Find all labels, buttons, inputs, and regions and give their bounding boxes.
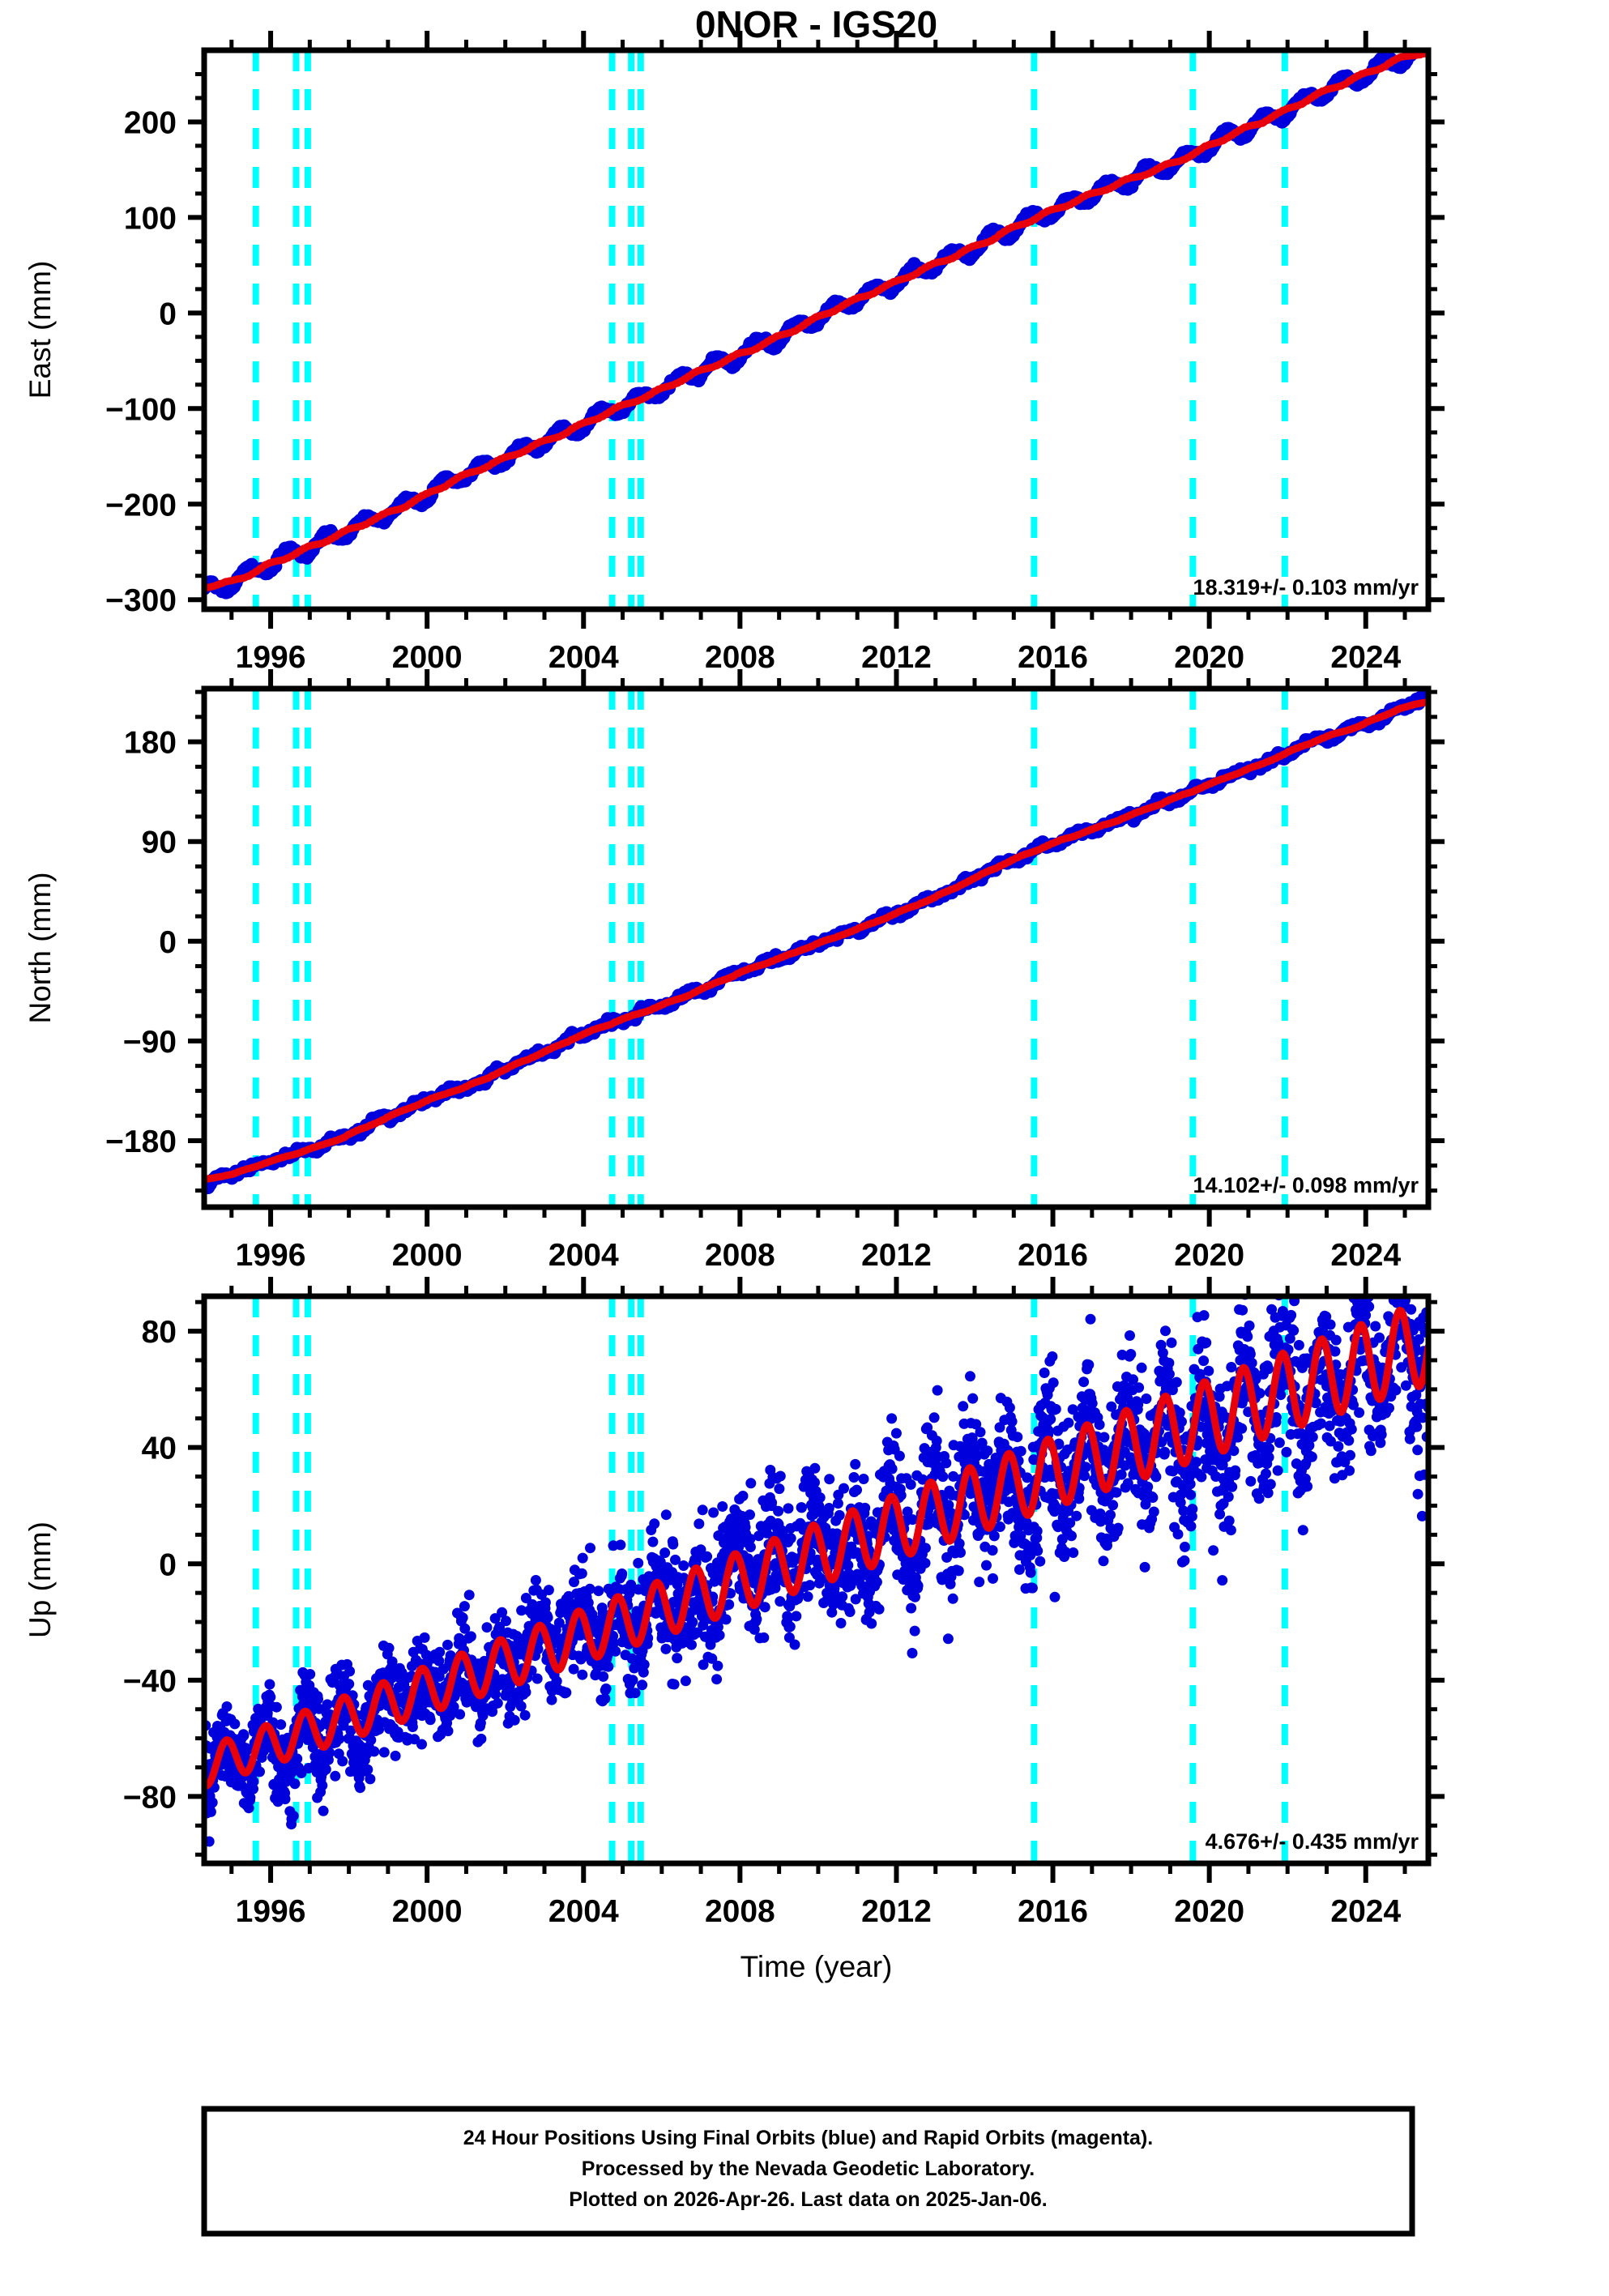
y-tick-label: −200 xyxy=(105,488,177,523)
chart-title: 0NOR - IGS20 xyxy=(695,3,937,45)
plot-area-east xyxy=(204,50,1428,609)
panel-up: 80 40 0 −40 −80 1996 2000 2004 2008 2012 2016 2020 2… xyxy=(0,1272,1609,2090)
y-tick-label: 180 xyxy=(124,726,177,761)
x-tick-label: 2012 xyxy=(861,640,932,672)
x-tick-label: 1996 xyxy=(236,1238,306,1273)
x-tick-label: 2024 xyxy=(1330,1238,1401,1273)
x-axis-label: Time (year) xyxy=(740,1950,893,1983)
y-axis-label-up: Up (mm) xyxy=(23,1521,57,1638)
x-tick-label: 2000 xyxy=(392,1894,463,1929)
y-tick-label: −180 xyxy=(105,1125,177,1159)
y-tick-label: −80 xyxy=(123,1780,177,1815)
x-tick-label: 2020 xyxy=(1174,1894,1244,1929)
plot-area-north xyxy=(204,689,1428,1207)
x-tick-label: 2004 xyxy=(548,1238,619,1273)
x-tick-label: 2012 xyxy=(861,1238,932,1273)
footer-line2: Processed by the Nevada Geodetic Laborat… xyxy=(582,2157,1035,2180)
y-tick-label: −90 xyxy=(123,1025,177,1060)
y-tick-label: 0 xyxy=(159,925,177,960)
x-tick-label: 1996 xyxy=(236,640,306,672)
x-tick-label: 2008 xyxy=(705,1238,775,1273)
x-tick-label: 2008 xyxy=(705,640,775,672)
data-points-up xyxy=(204,1296,1428,1847)
x-tick-label: 2012 xyxy=(861,1894,932,1929)
chart-east: 0NOR - IGS20 200 100 0 −100 −200 −300 1996 2000 2… xyxy=(23,3,1445,672)
y-tick-label: −100 xyxy=(105,392,177,427)
x-tick-label: 2016 xyxy=(1018,1894,1088,1929)
panel-north: 180 90 0 −90 −180 1996 2000 2004 2008 2012 2016 202… xyxy=(0,664,1609,1280)
y-axis-label-east: East (mm) xyxy=(23,261,57,399)
x-tick-label: 2004 xyxy=(548,640,619,672)
y-tick-label: 80 xyxy=(142,1315,177,1350)
x-tick-label: 2024 xyxy=(1330,1894,1401,1929)
x-tick-label: 1996 xyxy=(236,1894,306,1929)
y-tick-label: 90 xyxy=(142,826,177,860)
y-tick-label: 200 xyxy=(124,105,177,140)
rate-annotation-east: 18.319+/- 0.103 mm/yr xyxy=(1193,575,1419,600)
x-tick-label: 2000 xyxy=(392,1238,463,1273)
footer-note-box: 24 Hour Positions Using Final Orbits (bl… xyxy=(201,2106,1415,2237)
y-tick-label: −40 xyxy=(123,1664,177,1699)
x-tick-label: 2004 xyxy=(548,1894,619,1929)
y-tick-label: −300 xyxy=(105,583,177,618)
panel-east: 0NOR - IGS20 200 100 0 −100 −200 −300 1996 2000 2… xyxy=(0,0,1609,672)
y-tick-label: 40 xyxy=(142,1432,177,1466)
x-tick-label: 2024 xyxy=(1330,640,1401,672)
chart-north: 180 90 0 −90 −180 1996 2000 2004 2008 2012 2016 202… xyxy=(23,669,1445,1273)
plot-area-up xyxy=(204,1296,1428,1863)
y-axis-label-north: North (mm) xyxy=(23,872,57,1023)
y-tick-label: 100 xyxy=(124,201,177,236)
x-tick-label: 2020 xyxy=(1174,1238,1244,1273)
model-fit-line-north xyxy=(204,698,1428,1184)
model-fit-line-east xyxy=(204,50,1428,591)
x-tick-label: 2000 xyxy=(392,640,463,672)
rate-annotation-up: 4.676+/- 0.435 mm/yr xyxy=(1206,1829,1419,1854)
chart-up: 80 40 0 −40 −80 1996 2000 2004 2008 2012 2016 2020 2… xyxy=(23,1277,1445,1983)
x-tick-label: 2016 xyxy=(1018,1238,1088,1273)
model-fit-line-up xyxy=(204,1306,1428,1790)
x-tick-label: 2020 xyxy=(1174,640,1244,672)
y-tick-label: 0 xyxy=(159,297,177,331)
footer-line3: Plotted on 2026-Apr-26. Last data on 202… xyxy=(569,2188,1047,2211)
x-tick-label: 2008 xyxy=(705,1894,775,1929)
footer-line1: 24 Hour Positions Using Final Orbits (bl… xyxy=(463,2127,1153,2149)
x-tick-label: 2016 xyxy=(1018,640,1088,672)
footer-box-border xyxy=(201,2106,1415,2237)
rate-annotation-north: 14.102+/- 0.098 mm/yr xyxy=(1193,1173,1419,1197)
y-tick-label: 0 xyxy=(159,1547,177,1582)
